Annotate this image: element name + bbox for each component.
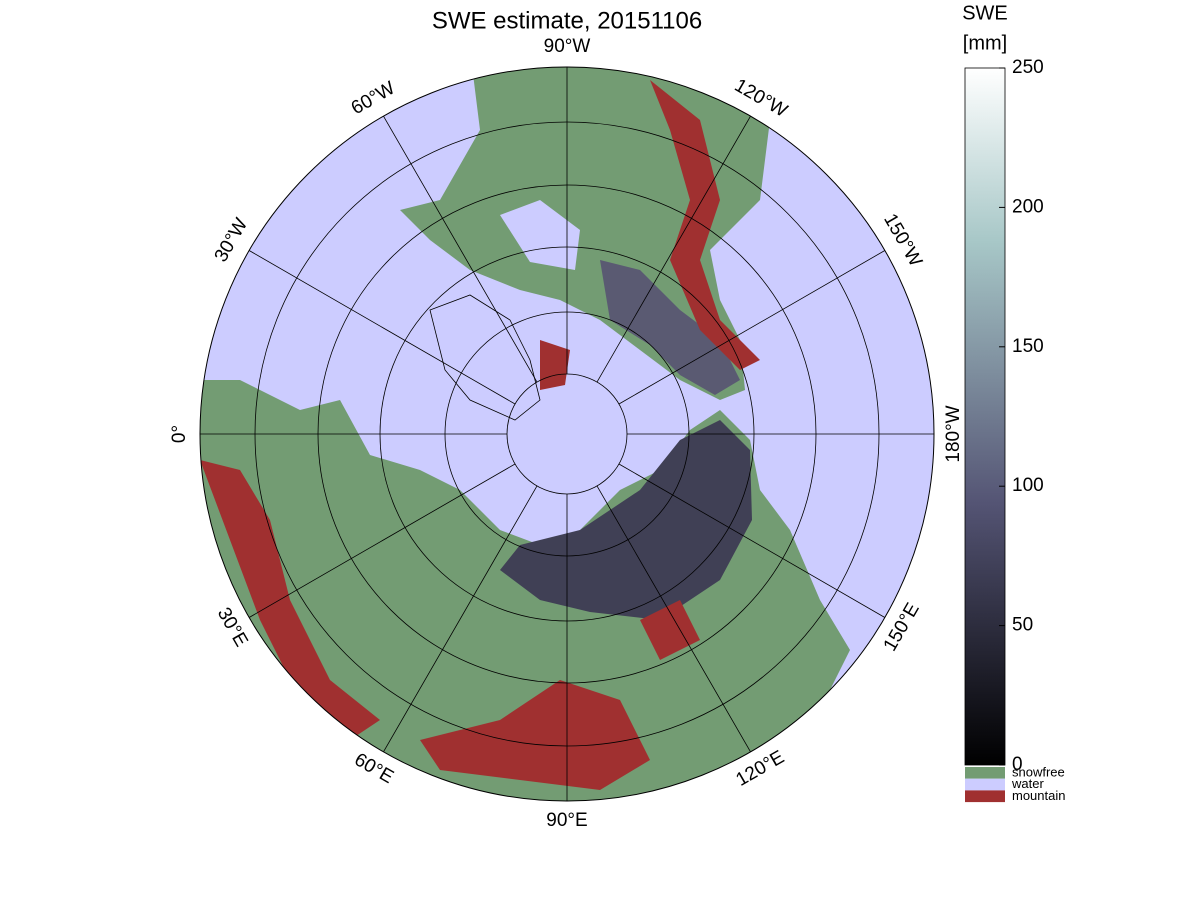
hudson-bay	[500, 200, 580, 270]
legend-label: water	[1011, 776, 1044, 791]
greenland	[429, 294, 541, 421]
legend-swatch	[965, 767, 1005, 779]
mountains	[200, 80, 760, 790]
legend-label: mountain	[1012, 788, 1065, 803]
meridian	[596, 485, 751, 753]
colorbar-tick-label: 50	[1012, 615, 1033, 636]
legend-swatch	[965, 790, 1005, 803]
snow-eurasia	[500, 420, 752, 620]
colorbar-ticks: 0 50 100 150 200 250	[999, 57, 1044, 775]
meridian	[383, 115, 538, 383]
legend-swatch	[965, 778, 1005, 791]
longitude-label: 90°E	[546, 810, 587, 831]
colorbar-label: SWE	[962, 2, 1008, 24]
graticule	[200, 67, 934, 801]
meridian	[248, 463, 516, 618]
longitude-labels: 90°W120°W150°W180°W150°E120°E90°E60°E30°…	[169, 36, 964, 831]
meridian	[618, 250, 886, 405]
colorbar-label: [mm]	[963, 32, 1007, 54]
longitude-label: 180°W	[943, 405, 964, 462]
longitude-label: 0°	[169, 425, 190, 443]
colorbar-tick-label: 100	[1012, 475, 1044, 496]
longitude-label: 90°W	[544, 36, 591, 57]
meridian	[383, 485, 538, 753]
colorbar	[964, 67, 1006, 766]
snow-america	[600, 260, 740, 395]
colorbar-tick-label: 250	[1012, 57, 1044, 78]
meridian	[248, 250, 516, 405]
meridian	[618, 463, 886, 618]
meridian	[596, 115, 751, 383]
colorbar-tick-label: 150	[1012, 336, 1044, 357]
colorbar-tick-label: 200	[1012, 196, 1044, 217]
colorbar-tick-label: 0	[1012, 754, 1023, 775]
map-frame	[199, 66, 935, 802]
map	[200, 67, 934, 801]
legend-label: snowfree	[1012, 764, 1065, 779]
title: SWE estimate, 20151106	[432, 7, 702, 34]
